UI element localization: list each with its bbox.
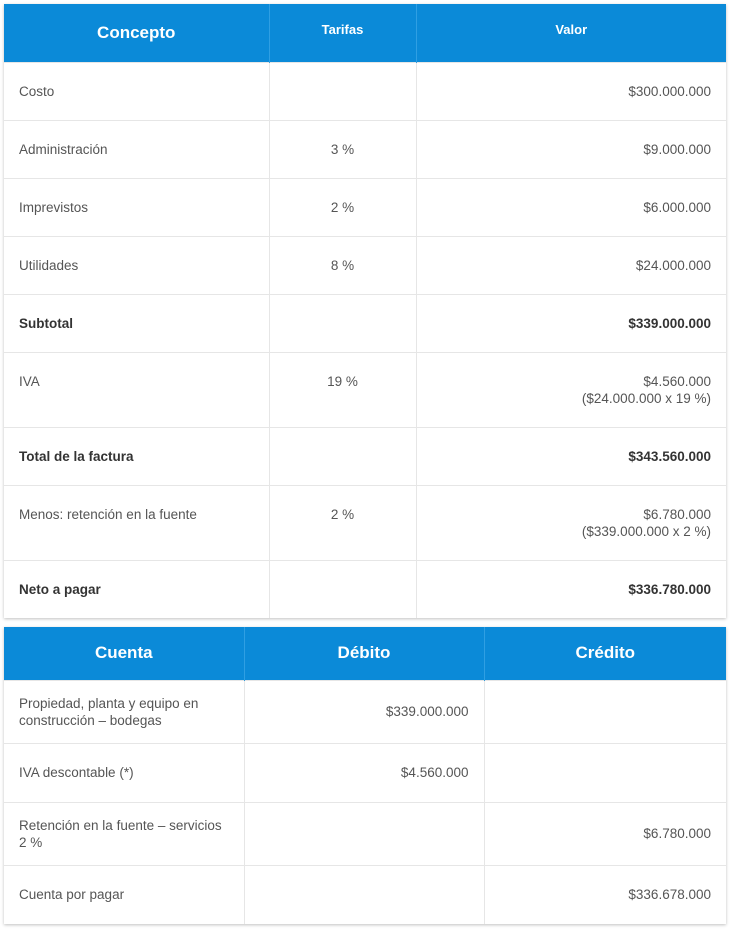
cell-line: $343.560.000 (628, 448, 711, 464)
table-cell: $300.000.000 (415, 61, 726, 120)
cell-line: $336.780.000 (628, 581, 711, 597)
table-cell (483, 679, 726, 743)
cell-line: $339.000.000 (628, 315, 711, 331)
table-body: Costo $300.000.000 Administración 3 % $9.000… (4, 61, 726, 618)
table-row: Cuenta por pagar $336.678.000 (4, 864, 726, 924)
table-cell: Cuenta por pagar (4, 864, 244, 924)
cell-line: $6.000.000 (643, 199, 711, 215)
table-cell: Utilidades (4, 235, 269, 294)
table-cell: $6.000.000 (415, 177, 726, 236)
table-cell: $4.560.000 ($24.000.000 x 19 %) (415, 351, 726, 427)
table-cell: $336.780.000 (415, 559, 726, 618)
cell-line: $9.000.000 (643, 141, 711, 157)
cell-line: ($24.000.000 x 19 %) (581, 390, 711, 406)
header-cell: Valor (415, 4, 726, 62)
cell-line: $300.000.000 (628, 83, 711, 99)
table-row: Costo $300.000.000 (4, 61, 726, 120)
factura-table: Concepto Tarifas Valor Costo $300.000.000… (4, 4, 726, 618)
table-cell: $24.000.000 (415, 235, 726, 294)
table-cell: Retención en la fuente – servicios 2 % (4, 801, 244, 865)
table-cell: Menos: retención en la fuente (4, 484, 269, 560)
table-row: Neto a pagar $336.780.000 (4, 559, 726, 618)
table-cell: 19 % (268, 351, 416, 427)
table-cell: $9.000.000 (415, 119, 726, 178)
table-cell: $6.780.000 (483, 801, 726, 865)
header-row: Concepto Tarifas Valor (4, 4, 726, 62)
table-row: Total de la factura $343.560.000 (4, 426, 726, 485)
cell-line: ($339.000.000 x 2 %) (581, 523, 711, 539)
table-cell (268, 293, 416, 352)
table-cell: IVA descontable (*) (4, 742, 244, 802)
table-row: Menos: retención en la fuente 2 % $6.780.0… (4, 484, 726, 560)
table-row: Propiedad, planta y equipo en construcci… (4, 679, 726, 743)
cell-line: $4.560.000 (643, 373, 711, 389)
table-cell: Subtotal (4, 293, 269, 352)
header-cell: Crédito (483, 627, 726, 680)
table-cell (243, 864, 484, 924)
table-cell (268, 426, 416, 485)
table-cell: Costo (4, 61, 269, 120)
table-cell: Administración (4, 119, 269, 178)
table-cell: Total de la factura (4, 426, 269, 485)
table-cell: $4.560.000 (243, 742, 484, 802)
header-cell: Débito (243, 627, 484, 680)
table-card: Concepto Tarifas Valor Costo $300.000.000… (4, 4, 726, 618)
cell-line: $24.000.000 (635, 257, 711, 273)
table-body: Propiedad, planta y equipo en construcci… (4, 679, 726, 924)
table-cell: $6.780.000 ($339.000.000 x 2 %) (415, 484, 726, 560)
table-cell: Neto a pagar (4, 559, 269, 618)
table-cell: 2 % (268, 484, 416, 560)
table-cell: 8 % (268, 235, 416, 294)
table-row: Utilidades 8 % $24.000.000 (4, 235, 726, 294)
table-cell (483, 742, 726, 802)
header-cell: Tarifas (268, 4, 416, 62)
table-cell: IVA (4, 351, 269, 427)
table-row: Retención en la fuente – servicios 2 % $6… (4, 801, 726, 865)
table-cell: $336.678.000 (483, 864, 726, 924)
asiento-table: Cuenta Débito Crédito Propiedad, planta … (4, 627, 726, 924)
table-row: IVA 19 % $4.560.000 ($24.000.000 x 19 %) (4, 351, 726, 427)
header-cell: Concepto (4, 4, 269, 62)
table-row: IVA descontable (*) $4.560.000 (4, 742, 726, 802)
table-card: Cuenta Débito Crédito Propiedad, planta … (4, 627, 726, 924)
table-cell: 3 % (268, 119, 416, 178)
table-cell: $339.000.000 (415, 293, 726, 352)
table-cell: Imprevistos (4, 177, 269, 236)
cell-line: $6.780.000 (643, 506, 711, 522)
table-cell (268, 559, 416, 618)
table-cell: 2 % (268, 177, 416, 236)
table-cell (268, 61, 416, 120)
table-cell: Propiedad, planta y equipo en construcci… (4, 679, 244, 743)
table-cell (243, 801, 484, 865)
header-cell: Cuenta (4, 627, 244, 680)
table-row: Imprevistos 2 % $6.000.000 (4, 177, 726, 236)
header-row: Cuenta Débito Crédito (4, 627, 726, 680)
table-row: Subtotal $339.000.000 (4, 293, 726, 352)
table-head: Cuenta Débito Crédito (4, 627, 726, 680)
table-cell: $339.000.000 (243, 679, 484, 743)
table-row: Administración 3 % $9.000.000 (4, 119, 726, 178)
table-cell: $343.560.000 (415, 426, 726, 485)
table-head: Concepto Tarifas Valor (4, 4, 726, 62)
